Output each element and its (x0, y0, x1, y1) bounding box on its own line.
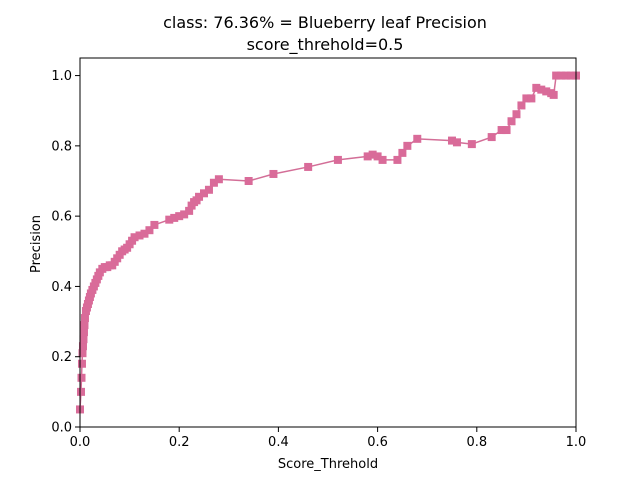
data-point-marker (527, 94, 536, 103)
data-point-marker (165, 215, 174, 224)
series-line (79, 74, 576, 410)
data-point-marker (200, 189, 208, 198)
data-point-marker (140, 229, 149, 238)
data-point-marker (452, 138, 461, 147)
data-point-marker (204, 185, 213, 194)
data-point-marker (363, 152, 372, 161)
chart-subtitle: score_threhold=0.5 (247, 35, 404, 55)
data-point-marker (78, 342, 87, 351)
data-point-marker (373, 152, 382, 161)
data-point-marker (532, 83, 541, 92)
data-point-marker (80, 314, 89, 323)
data-point-marker (244, 177, 253, 185)
data-point-marker (552, 71, 561, 80)
data-point-marker (150, 220, 159, 229)
data-point-marker (175, 212, 184, 221)
data-point-marker (79, 328, 88, 337)
data-point-marker (549, 90, 558, 99)
y-tick-label: 0.4 (51, 280, 72, 295)
data-point-marker (562, 71, 571, 80)
data-point-marker (378, 155, 387, 164)
data-point-marker (507, 117, 516, 126)
data-point-marker (145, 226, 154, 235)
data-point-marker (135, 231, 144, 240)
data-point-marker (567, 71, 576, 80)
y-tick-label: 0.8 (51, 139, 72, 154)
data-point-marker (512, 110, 521, 119)
x-axis-label: Score_Threhold (278, 457, 378, 472)
data-point-marker (79, 335, 88, 344)
data-point-marker (557, 71, 566, 80)
data-point-marker (170, 213, 179, 222)
data-point-marker (522, 94, 531, 103)
data-point-marker (269, 169, 278, 178)
data-point-marker (517, 101, 526, 110)
x-tick-label: 0.2 (169, 435, 190, 450)
data-point-marker (502, 126, 511, 135)
data-point-marker (333, 155, 342, 164)
data-point-marker (403, 141, 412, 150)
y-tick-label: 1.0 (51, 69, 72, 84)
y-tick-label: 0.6 (51, 210, 72, 225)
x-tick-label: 1.0 (566, 435, 587, 450)
data-point-marker (393, 155, 402, 164)
data-point-marker (78, 349, 87, 358)
data-point-marker (304, 162, 313, 171)
axis-ticks: 0.0 0.2 0.4 0.6 0.8 1.0 0.0 0.2 0.4 0.6 0.8 1.0 (51, 57, 587, 450)
data-point-marker (398, 148, 407, 157)
data-point-marker (537, 85, 546, 94)
chart-title: class: 76.36% = Blueberry leaf Precision (163, 13, 487, 32)
data-point-marker (214, 175, 223, 184)
data-point-marker (80, 321, 89, 330)
y-tick-label: 0.0 (51, 421, 72, 436)
data-point-marker (487, 133, 496, 142)
data-point-marker (195, 192, 204, 201)
data-point-marker (542, 87, 551, 96)
y-axis-label: Precision (29, 215, 44, 273)
y-tick-label: 0.2 (51, 350, 72, 365)
data-point-marker (209, 178, 218, 187)
data-point-marker (76, 387, 85, 396)
data-point-marker (185, 206, 194, 215)
x-tick-label: 0.6 (367, 435, 388, 450)
data-point-marker (130, 233, 139, 242)
data-point-marker (368, 150, 377, 159)
x-tick-label: 0.0 (70, 435, 91, 450)
data-point-marker (77, 373, 86, 382)
x-tick-label: 0.4 (268, 435, 289, 450)
data-point-marker (77, 359, 86, 368)
data-point-marker (413, 134, 422, 143)
data-point-marker (497, 126, 506, 135)
data-point-marker (467, 140, 476, 149)
x-tick-label: 0.8 (466, 435, 487, 450)
plot-frame (79, 57, 577, 428)
data-point-marker (180, 210, 189, 219)
plot-area (76, 71, 580, 414)
data-point-marker (448, 136, 456, 145)
